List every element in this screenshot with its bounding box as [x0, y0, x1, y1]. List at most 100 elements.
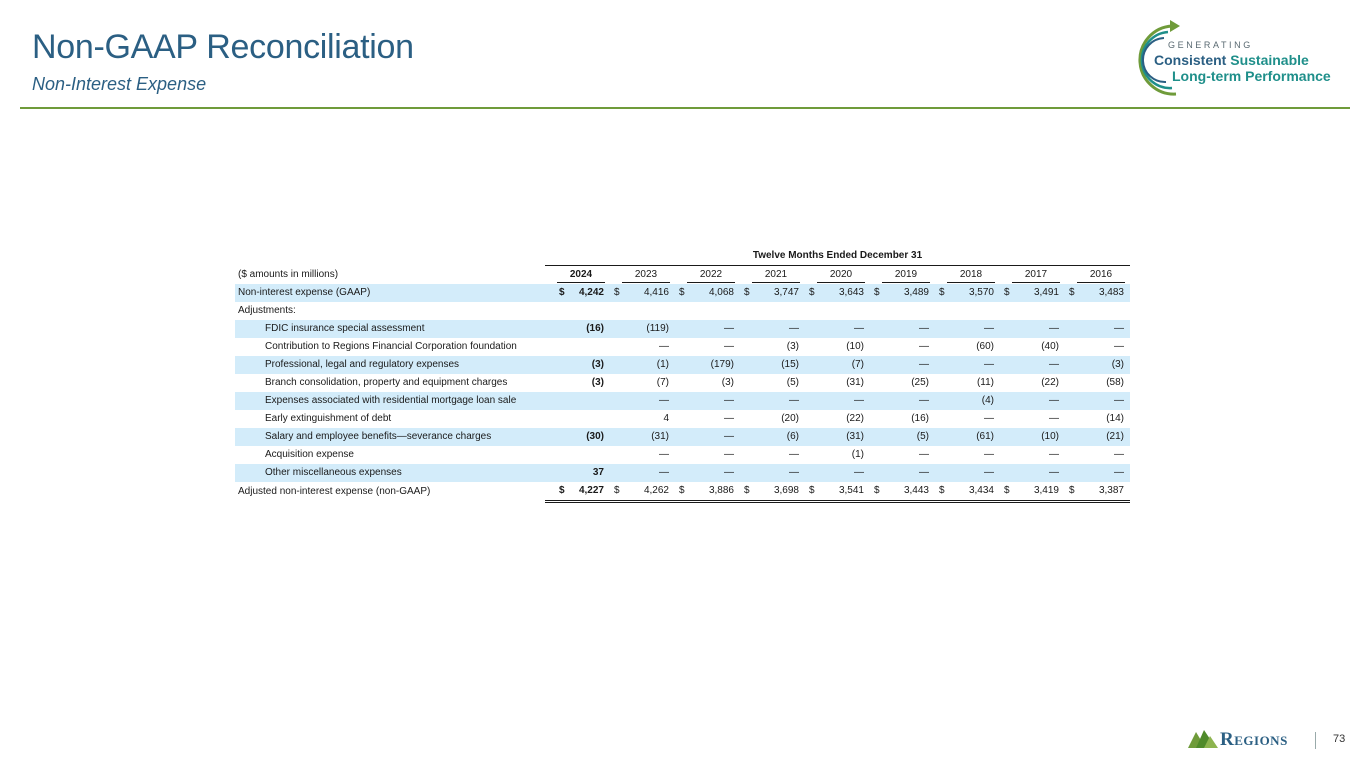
value-cell: $3,483 [1065, 284, 1130, 302]
table-row: Non-interest expense (GAAP) $4,242 $4,416 $… [235, 284, 1130, 302]
value-text: (7) [851, 359, 864, 370]
value-text: (16) [586, 323, 604, 334]
value-text: (5) [786, 377, 799, 388]
value-cell: (7) [805, 356, 870, 374]
year-header: 2019 [870, 266, 935, 285]
value-cell: — [675, 446, 740, 464]
value-text: — [659, 467, 669, 478]
value-text: 3,541 [838, 485, 864, 496]
row-label: Non-interest expense (GAAP) [235, 284, 545, 302]
value-cell: $4,227 [545, 482, 610, 503]
value-cell: — [870, 356, 935, 374]
tagline-word-sustainable: Sustainable [1230, 52, 1309, 68]
value-text: (22) [846, 413, 864, 424]
value-text: (22) [1041, 377, 1059, 388]
dollar-sign: $ [744, 485, 750, 496]
value-text: — [1114, 449, 1124, 460]
value-text: (3) [786, 341, 799, 352]
table-row: Expenses associated with residential mor… [235, 392, 1130, 410]
table-row: Branch consolidation, property and equip… [235, 374, 1130, 392]
page-title: Non-GAAP Reconciliation [32, 28, 414, 66]
value-cell: (31) [610, 428, 675, 446]
value-cell: $4,262 [610, 482, 675, 503]
value-text: 4 [663, 413, 669, 424]
value-cell: $3,541 [805, 482, 870, 503]
table-row: Professional, legal and regulatory expen… [235, 356, 1130, 374]
value-text: 3,443 [903, 485, 929, 496]
year-label: 2020 [817, 267, 865, 283]
value-cell: — [610, 392, 675, 410]
value-cell: — [870, 392, 935, 410]
value-cell: — [870, 338, 935, 356]
value-cell [1065, 302, 1130, 320]
table-body: Non-interest expense (GAAP) $4,242 $4,416 $… [235, 284, 1130, 503]
year-header: 2023 [610, 266, 675, 285]
value-text: (31) [846, 377, 864, 388]
value-cell: (31) [805, 428, 870, 446]
dollar-sign: $ [939, 485, 945, 496]
tagline-word-consistent: Consistent [1154, 52, 1227, 68]
value-text: (119) [646, 323, 669, 334]
group-header-row: Twelve Months Ended December 31 [235, 247, 1130, 266]
value-text: — [789, 449, 799, 460]
table-row: Other miscellaneous expenses 37 — — — — — — — — [235, 464, 1130, 482]
dollar-sign: $ [559, 485, 565, 496]
value-cell: — [1000, 464, 1065, 482]
year-header: 2016 [1065, 266, 1130, 285]
value-text: — [659, 395, 669, 406]
value-cell [805, 302, 870, 320]
value-cell: (179) [675, 356, 740, 374]
value-cell: $3,570 [935, 284, 1000, 302]
value-text: 3,434 [968, 485, 994, 496]
tagline-small: GENERATING [1168, 40, 1253, 50]
company-name: Regions [1220, 729, 1288, 750]
value-cell: (11) [935, 374, 1000, 392]
value-cell: — [675, 428, 740, 446]
value-text: — [854, 395, 864, 406]
value-text: (60) [976, 341, 994, 352]
table-row: Early extinguishment of debt 4 — (20) (22) (1… [235, 410, 1130, 428]
value-text: — [984, 467, 994, 478]
value-text: 3,489 [903, 287, 929, 298]
value-cell: — [805, 320, 870, 338]
value-text: — [724, 413, 734, 424]
value-text: 3,387 [1098, 485, 1124, 496]
year-label: 2021 [752, 267, 800, 283]
value-cell: — [675, 392, 740, 410]
value-text: (11) [976, 377, 994, 388]
dollar-sign: $ [939, 287, 945, 298]
row-label: Acquisition expense [265, 449, 354, 460]
year-label: 2016 [1077, 267, 1125, 283]
value-text: — [724, 341, 734, 352]
row-label: Professional, legal and regulatory expen… [235, 356, 545, 374]
value-cell: — [1065, 338, 1130, 356]
value-cell: — [1065, 392, 1130, 410]
value-cell: (22) [805, 410, 870, 428]
circular-arrow-icon [1138, 20, 1180, 96]
value-cell: — [1000, 356, 1065, 374]
value-cell: — [870, 464, 935, 482]
value-text: — [1049, 449, 1059, 460]
value-cell: — [935, 410, 1000, 428]
value-text: — [1114, 395, 1124, 406]
value-text: (1) [656, 359, 669, 370]
value-cell [545, 392, 610, 410]
value-cell: (31) [805, 374, 870, 392]
value-text: — [919, 323, 929, 334]
dollar-sign: $ [1069, 485, 1075, 496]
year-header: 2024 [545, 266, 610, 285]
dollar-sign: $ [1069, 287, 1075, 298]
page-number: 73 [1333, 733, 1346, 745]
dollar-sign: $ [614, 485, 620, 496]
year-label: 2019 [882, 267, 930, 283]
row-label: Other miscellaneous expenses [235, 464, 545, 482]
value-cell: $3,443 [870, 482, 935, 503]
value-cell: $4,416 [610, 284, 675, 302]
value-cell: (1) [805, 446, 870, 464]
value-cell [935, 302, 1000, 320]
value-cell: $4,068 [675, 284, 740, 302]
value-text: — [1114, 467, 1124, 478]
dollar-sign: $ [809, 485, 815, 496]
value-text: (10) [1041, 431, 1059, 442]
value-cell: (4) [935, 392, 1000, 410]
